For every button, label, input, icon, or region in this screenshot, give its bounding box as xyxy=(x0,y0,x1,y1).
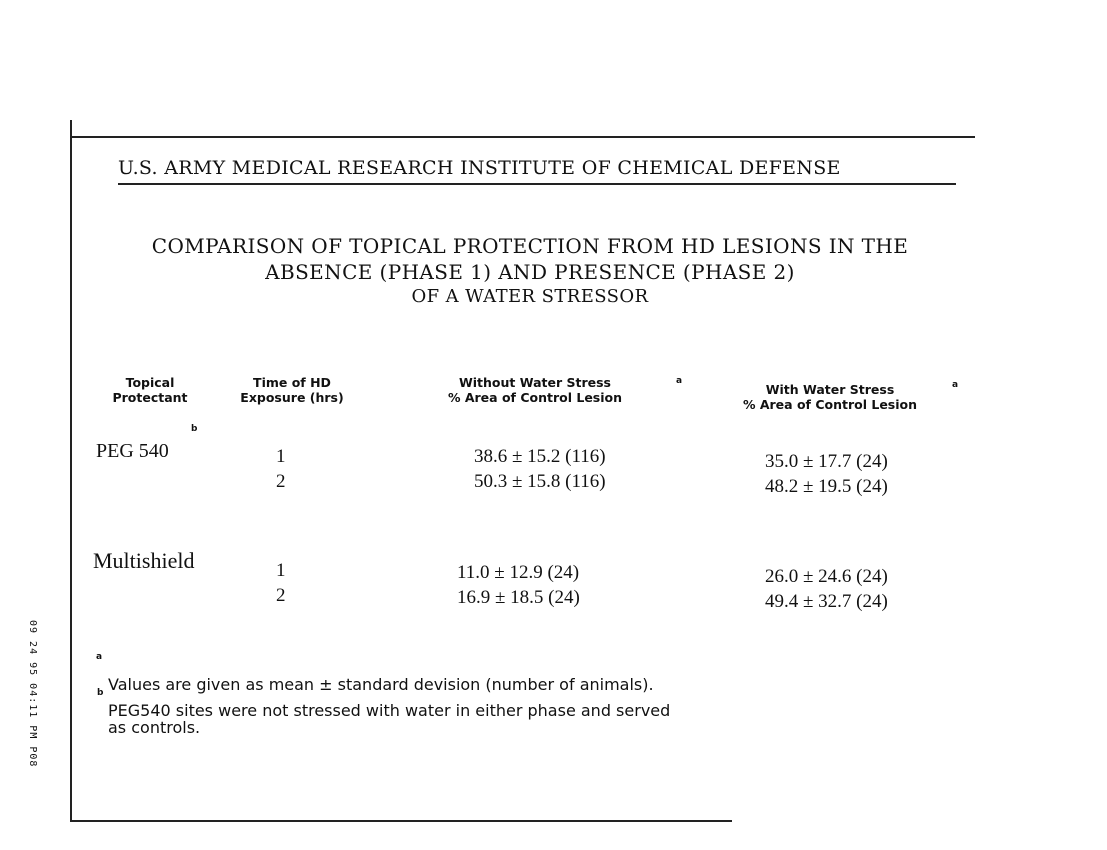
value-without: 38.6 ± 15.2 (116) xyxy=(474,446,606,467)
col-header-time: Time of HD Exposure (hrs) xyxy=(222,375,362,405)
footnote-mark: a xyxy=(952,380,959,390)
value-without: 50.3 ± 15.8 (116) xyxy=(474,471,606,492)
col-header-without: Without Water Stress % Area of Control L… xyxy=(395,375,675,405)
col-header-line: % Area of Control Lesion xyxy=(447,390,623,405)
title-line-2: ABSENCE (PHASE 1) AND PRESENCE (PHASE 2) xyxy=(265,260,795,284)
footnote-mark: b xyxy=(97,688,104,698)
footnote-b-cont: as controls. xyxy=(108,718,201,737)
col-header-protectant: Topical Protectant xyxy=(95,375,205,405)
frame-left xyxy=(70,120,72,820)
value-with: 35.0 ± 17.7 (24) xyxy=(765,451,888,472)
title-line-1: COMPARISON OF TOPICAL PROTECTION FROM HD… xyxy=(151,234,909,258)
row-time: 1 xyxy=(276,446,286,467)
frame-top xyxy=(70,136,975,138)
col-header-line: Protectant xyxy=(112,390,188,405)
col-header-line: Topical xyxy=(125,375,175,390)
footnote-a: Values are given as mean ± standard devi… xyxy=(108,675,654,694)
col-header-line: With Water Stress xyxy=(765,382,895,397)
col-header-line: Time of HD xyxy=(253,375,331,390)
col-header-with: With Water Stress % Area of Control Lesi… xyxy=(705,382,955,412)
institute-name: U.S. ARMY MEDICAL RESEARCH INSTITUTE OF … xyxy=(118,157,841,179)
frame-bottom xyxy=(70,820,732,822)
col-header-line: Without Water Stress xyxy=(458,375,611,390)
header-rule xyxy=(118,183,956,185)
value-with: 48.2 ± 19.5 (24) xyxy=(765,476,888,497)
value-with: 26.0 ± 24.6 (24) xyxy=(765,566,888,587)
footnote-b: PEG540 sites were not stressed with wate… xyxy=(108,701,671,720)
col-header-line: % Area of Control Lesion xyxy=(742,397,918,412)
fax-header: 09 24 95 04:11 PM P08 xyxy=(27,620,38,768)
footnote-mark: a xyxy=(96,652,103,662)
footnote-mark: a xyxy=(676,376,683,386)
row-time: 2 xyxy=(276,471,286,492)
footnote-mark: b xyxy=(191,424,198,434)
value-without: 16.9 ± 18.5 (24) xyxy=(457,587,580,608)
row-protectant: Multishield xyxy=(93,548,195,573)
col-header-line: Exposure (hrs) xyxy=(240,390,344,405)
title-line-3: OF A WATER STRESSOR xyxy=(411,286,649,307)
value-with: 49.4 ± 32.7 (24) xyxy=(765,591,888,612)
row-time: 1 xyxy=(276,560,286,581)
row-protectant: PEG 540 xyxy=(96,440,169,462)
row-time: 2 xyxy=(276,585,286,606)
value-without: 11.0 ± 12.9 (24) xyxy=(457,562,580,583)
